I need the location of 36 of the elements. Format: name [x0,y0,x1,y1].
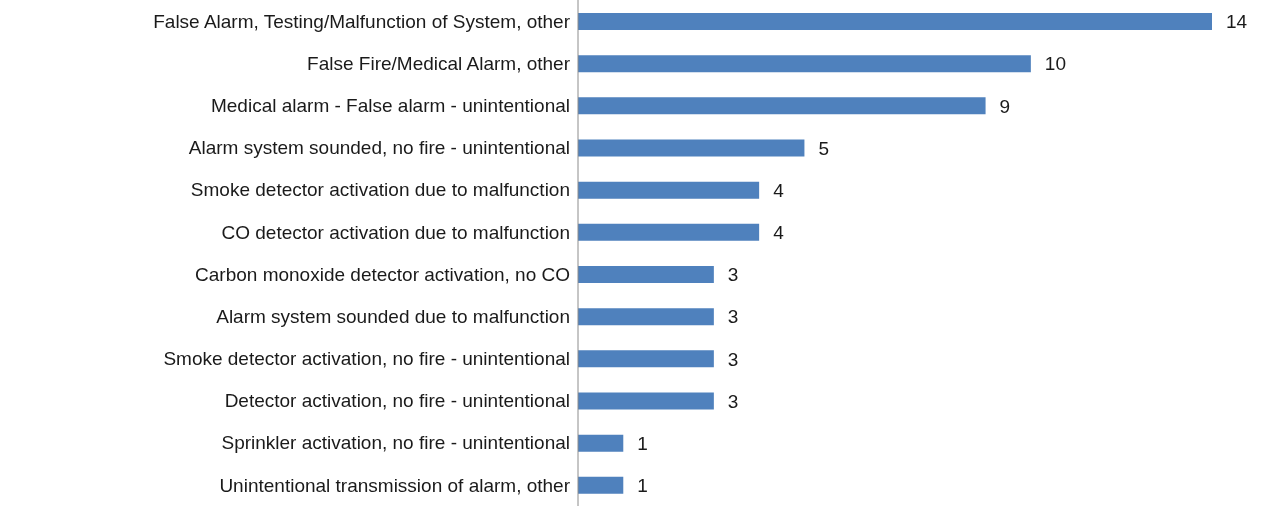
data-label: 4 [773,179,785,201]
y-tick-label: CO detector activation due to malfunction [221,221,570,243]
data-label: 3 [727,306,739,328]
data-label: 5 [818,137,830,159]
y-tick-label: False Fire/Medical Alarm, other [307,53,571,74]
data-label: 1 [637,432,648,454]
bar [578,392,714,410]
y-tick-label: False Alarm, Testing/Malfunction of System, other [153,10,571,32]
bar [578,223,760,241]
bar [578,181,760,199]
data-label: 3 [727,348,739,370]
bar [578,350,714,368]
y-tick-label: Alarm system sounded due to malfunction [216,305,570,327]
data-label: 3 [727,264,739,286]
bar [578,55,1031,73]
data-label: 1 [637,475,648,497]
data-label: 14 [1226,11,1248,33]
y-tick-label: Smoke detector activation due to malfunction [190,179,570,201]
data-label: 10 [1044,53,1066,75]
bar [578,308,714,326]
bar [578,434,624,452]
bar [578,266,714,283]
data-label: 4 [773,222,785,244]
bar [578,476,624,494]
bar [578,139,805,157]
y-tick-label: Smoke detector activation, no fire - unintentional [163,348,570,370]
y-tick-label: Sprinkler activation, no fire - unintentional [221,432,570,454]
y-tick-label: Medical alarm - False alarm - unintentional [210,95,570,117]
y-tick-label: Detector activation, no fire - unintentional [224,390,570,412]
y-tick-label: Unintentional transmission of alarm, other [219,474,571,496]
y-tick-label: Carbon monoxide detector activation, no CO [195,263,570,285]
bar [578,97,986,115]
data-label: 9 [999,95,1011,117]
data-label: 3 [727,390,739,412]
bar [578,13,1212,30]
y-tick-label: Alarm system sounded, no fire - unintentional [188,137,570,159]
